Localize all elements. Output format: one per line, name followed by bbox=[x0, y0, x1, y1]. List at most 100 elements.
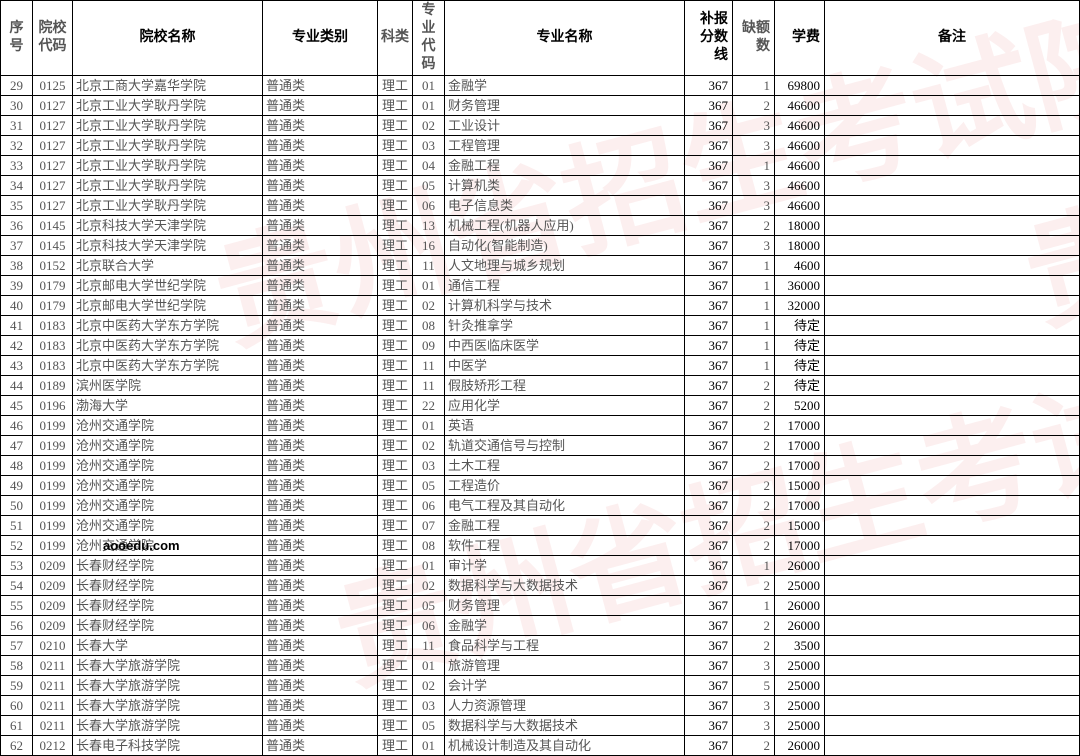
cell-sname: 北京工业大学耿丹学院 bbox=[73, 176, 263, 196]
cell-kind: 理工 bbox=[378, 336, 413, 356]
cell-ptype: 普通类 bbox=[263, 516, 378, 536]
cell-ptype: 普通类 bbox=[263, 596, 378, 616]
header-seq: 序号 bbox=[1, 1, 33, 76]
cell-kind: 理工 bbox=[378, 696, 413, 716]
cell-seq: 40 bbox=[1, 296, 33, 316]
cell-note bbox=[825, 136, 1080, 156]
cell-ptype: 普通类 bbox=[263, 156, 378, 176]
cell-mname: 应用化学 bbox=[445, 396, 685, 416]
cell-score: 367 bbox=[685, 656, 733, 676]
cell-qty: 1 bbox=[733, 256, 775, 276]
cell-mcode: 01 bbox=[413, 276, 445, 296]
cell-score: 367 bbox=[685, 76, 733, 96]
cell-mcode: 22 bbox=[413, 396, 445, 416]
cell-qty: 1 bbox=[733, 296, 775, 316]
cell-seq: 61 bbox=[1, 716, 33, 736]
cell-scode: 0211 bbox=[33, 696, 73, 716]
cell-kind: 理工 bbox=[378, 356, 413, 376]
cell-score: 367 bbox=[685, 436, 733, 456]
cell-sname: 长春大学旅游学院 bbox=[73, 716, 263, 736]
cell-scode: 0127 bbox=[33, 176, 73, 196]
header-mname: 专业名称 bbox=[445, 1, 685, 76]
cell-sname: 北京联合大学 bbox=[73, 256, 263, 276]
cell-note bbox=[825, 176, 1080, 196]
cell-mname: 自动化(智能制造) bbox=[445, 236, 685, 256]
cell-score: 367 bbox=[685, 716, 733, 736]
cell-seq: 37 bbox=[1, 236, 33, 256]
table-row: 330127北京工业大学耿丹学院普通类理工04金融工程367146600 bbox=[1, 156, 1080, 176]
cell-seq: 42 bbox=[1, 336, 33, 356]
cell-score: 367 bbox=[685, 236, 733, 256]
cell-seq: 53 bbox=[1, 556, 33, 576]
cell-kind: 理工 bbox=[378, 176, 413, 196]
cell-kind: 理工 bbox=[378, 736, 413, 756]
cell-ptype: 普通类 bbox=[263, 556, 378, 576]
cell-qty: 2 bbox=[733, 456, 775, 476]
cell-ptype: 普通类 bbox=[263, 656, 378, 676]
cell-scode: 0209 bbox=[33, 596, 73, 616]
cell-ptype: 普通类 bbox=[263, 616, 378, 636]
cell-seq: 58 bbox=[1, 656, 33, 676]
cell-score: 367 bbox=[685, 556, 733, 576]
cell-fee: 25000 bbox=[775, 676, 825, 696]
cell-ptype: 普通类 bbox=[263, 676, 378, 696]
cell-seq: 31 bbox=[1, 116, 33, 136]
cell-scode: 0189 bbox=[33, 376, 73, 396]
cell-sname: 北京工业大学耿丹学院 bbox=[73, 196, 263, 216]
cell-mcode: 05 bbox=[413, 176, 445, 196]
table-row: 540209长春财经学院普通类理工02数据科学与大数据技术367225000 bbox=[1, 576, 1080, 596]
cell-ptype: 普通类 bbox=[263, 196, 378, 216]
cell-sname: 长春大学 bbox=[73, 636, 263, 656]
cell-score: 367 bbox=[685, 696, 733, 716]
cell-sname: 沧州交通学院 bbox=[73, 456, 263, 476]
cell-mname: 工业设计 bbox=[445, 116, 685, 136]
cell-scode: 0211 bbox=[33, 656, 73, 676]
cell-scode: 0196 bbox=[33, 396, 73, 416]
cell-mname: 工程管理 bbox=[445, 136, 685, 156]
cell-seq: 44 bbox=[1, 376, 33, 396]
table-row: 490199沧州交通学院普通类理工05工程造价367215000 bbox=[1, 476, 1080, 496]
cell-score: 367 bbox=[685, 336, 733, 356]
cell-sname: 沧州交通学院 bbox=[73, 536, 263, 556]
cell-note bbox=[825, 436, 1080, 456]
cell-ptype: 普通类 bbox=[263, 736, 378, 756]
cell-mcode: 03 bbox=[413, 136, 445, 156]
cell-note bbox=[825, 276, 1080, 296]
cell-mname: 会计学 bbox=[445, 676, 685, 696]
cell-seq: 60 bbox=[1, 696, 33, 716]
cell-note bbox=[825, 736, 1080, 756]
cell-sname: 长春大学旅游学院 bbox=[73, 676, 263, 696]
cell-ptype: 普通类 bbox=[263, 636, 378, 656]
cell-mcode: 05 bbox=[413, 476, 445, 496]
cell-fee: 15000 bbox=[775, 476, 825, 496]
cell-sname: 北京中医药大学东方学院 bbox=[73, 336, 263, 356]
cell-qty: 2 bbox=[733, 536, 775, 556]
cell-mcode: 01 bbox=[413, 416, 445, 436]
table-row: 460199沧州交通学院普通类理工01英语367217000 bbox=[1, 416, 1080, 436]
cell-mname: 土木工程 bbox=[445, 456, 685, 476]
cell-ptype: 普通类 bbox=[263, 536, 378, 556]
cell-note bbox=[825, 576, 1080, 596]
table-row: 350127北京工业大学耿丹学院普通类理工06电子信息类367346600 bbox=[1, 196, 1080, 216]
cell-mname: 金融学 bbox=[445, 616, 685, 636]
cell-kind: 理工 bbox=[378, 396, 413, 416]
cell-sname: 北京中医药大学东方学院 bbox=[73, 356, 263, 376]
cell-qty: 2 bbox=[733, 636, 775, 656]
table-row: 340127北京工业大学耿丹学院普通类理工05计算机类367346600 bbox=[1, 176, 1080, 196]
cell-score: 367 bbox=[685, 576, 733, 596]
cell-ptype: 普通类 bbox=[263, 76, 378, 96]
cell-mname: 数据科学与大数据技术 bbox=[445, 716, 685, 736]
cell-kind: 理工 bbox=[378, 116, 413, 136]
cell-ptype: 普通类 bbox=[263, 476, 378, 496]
cell-scode: 0145 bbox=[33, 216, 73, 236]
cell-mname: 财务管理 bbox=[445, 596, 685, 616]
cell-kind: 理工 bbox=[378, 216, 413, 236]
table-header-row: 序号院校代码院校名称专业类别科类专业代码专业名称补报分数线缺额数学费备注 bbox=[1, 1, 1080, 76]
table-row: 510199沧州交通学院普通类理工07金融工程367215000 bbox=[1, 516, 1080, 536]
cell-scode: 0210 bbox=[33, 636, 73, 656]
cell-mcode: 13 bbox=[413, 216, 445, 236]
cell-ptype: 普通类 bbox=[263, 136, 378, 156]
header-mcode: 专业代码 bbox=[413, 1, 445, 76]
cell-scode: 0199 bbox=[33, 436, 73, 456]
cell-ptype: 普通类 bbox=[263, 376, 378, 396]
